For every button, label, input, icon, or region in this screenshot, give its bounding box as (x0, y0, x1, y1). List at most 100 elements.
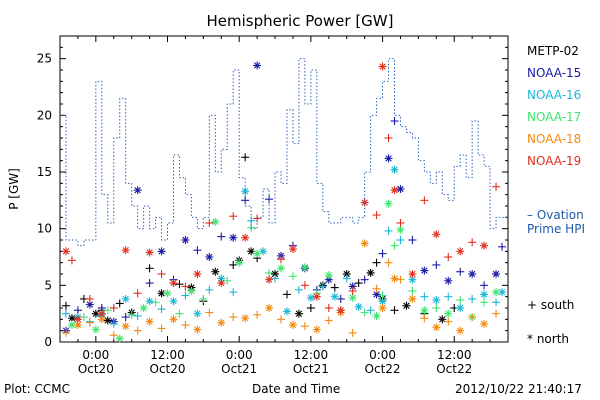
data-point-metp-02 (229, 260, 238, 269)
data-point-noaa-17 (384, 199, 393, 208)
data-point-noaa-16 (121, 294, 130, 303)
data-point-noaa-15 (133, 186, 142, 195)
data-point-metp-02 (103, 316, 112, 325)
data-point-noaa-18 (109, 331, 118, 340)
data-point-noaa-19 (67, 256, 76, 265)
data-point-noaa-18 (229, 313, 238, 322)
data-point-noaa-16 (271, 274, 280, 283)
data-point-noaa-19 (241, 233, 250, 242)
data-point-noaa-18 (217, 318, 226, 327)
data-point-noaa-17 (420, 306, 429, 315)
data-point-noaa-19 (468, 238, 477, 247)
data-point-noaa-15 (372, 290, 381, 299)
x-tick-time: 0:00 (369, 348, 396, 362)
data-point-noaa-18 (408, 294, 417, 303)
data-point-metp-02 (145, 264, 154, 273)
x-tick-date: Oct22 (365, 362, 401, 376)
data-point-noaa-17 (396, 225, 405, 234)
data-point-noaa-18 (348, 328, 357, 337)
chart-title: Hemispheric Power [GW] (206, 12, 394, 30)
data-point-noaa-16 (330, 292, 339, 301)
data-point-noaa-18 (384, 258, 393, 267)
ovation-step-line (60, 58, 508, 247)
data-point-metp-02 (67, 314, 76, 323)
data-point-noaa-15 (121, 313, 130, 322)
data-point-noaa-18 (253, 310, 262, 319)
x-tick-time: 0:00 (226, 348, 253, 362)
data-point-metp-02 (61, 301, 70, 310)
data-point-noaa-16 (354, 302, 363, 311)
data-point-noaa-19 (378, 62, 387, 71)
legend-item-noaa-15: NOAA-15 (527, 66, 582, 80)
data-point-noaa-19 (97, 309, 106, 318)
y-tick-label: 15 (37, 165, 52, 179)
ovation-legend: – Ovation Prime HPI (527, 208, 599, 236)
data-point-noaa-18 (456, 326, 465, 335)
data-point-noaa-16 (390, 165, 399, 174)
x-axis-title: Date and Time (252, 382, 341, 396)
x-tick-date: Oct21 (293, 362, 329, 376)
data-point-noaa-15 (396, 185, 405, 193)
data-point-noaa-15 (217, 232, 226, 241)
data-point-noaa-19 (265, 275, 274, 284)
data-point-noaa-18 (205, 308, 214, 317)
data-point-noaa-16 (366, 306, 375, 315)
data-point-noaa-19 (336, 306, 345, 315)
data-point-noaa-17 (492, 288, 501, 297)
data-point-noaa-16 (193, 309, 202, 318)
plot-frame (59, 35, 509, 343)
data-point-noaa-17 (253, 249, 262, 258)
data-point-metp-02 (306, 304, 315, 312)
data-point-noaa-19 (420, 196, 429, 205)
data-point-noaa-15 (498, 242, 507, 251)
data-point-noaa-19 (181, 282, 190, 291)
data-point-noaa-19 (288, 245, 297, 254)
data-point-noaa-18 (181, 321, 190, 329)
data-point-noaa-18 (372, 284, 381, 293)
data-point-noaa-15 (390, 117, 399, 125)
data-point-noaa-18 (480, 319, 489, 328)
data-point-noaa-19 (85, 294, 94, 303)
data-point-noaa-18 (468, 313, 477, 322)
data-point-noaa-15 (253, 61, 262, 70)
data-point-noaa-18 (360, 239, 369, 248)
data-point-noaa-18 (265, 304, 274, 312)
data-point-noaa-19 (348, 287, 357, 295)
data-point-noaa-19 (396, 219, 405, 227)
data-point-noaa-17 (408, 287, 417, 295)
x-tick-time: 12:00 (437, 348, 472, 362)
data-point-noaa-17 (127, 310, 136, 319)
data-point-noaa-15 (205, 253, 214, 261)
data-point-noaa-15 (360, 275, 369, 284)
x-tick-date: Oct22 (436, 362, 472, 376)
data-point-noaa-18 (61, 328, 70, 337)
data-point-noaa-15 (378, 249, 387, 258)
legend-item-noaa-18: NOAA-18 (527, 132, 582, 146)
data-point-noaa-19 (312, 292, 321, 301)
x-tick-time: 12:00 (294, 348, 329, 362)
data-point-noaa-16 (396, 236, 405, 244)
data-point-noaa-17 (151, 298, 160, 307)
data-point-noaa-17 (187, 287, 196, 295)
data-point-noaa-18 (312, 325, 321, 334)
data-point-metp-02 (241, 153, 250, 162)
data-point-noaa-16 (229, 288, 238, 297)
legend-item-metp-02: METP-02 (527, 44, 579, 58)
data-point-noaa-17 (288, 272, 297, 281)
data-point-metp-02 (294, 309, 303, 318)
data-point-noaa-16 (480, 290, 489, 299)
data-point-noaa-17 (163, 289, 172, 298)
data-point-noaa-15 (193, 246, 202, 255)
data-point-noaa-18 (432, 323, 441, 332)
data-point-noaa-17 (115, 334, 124, 343)
data-point-noaa-16 (145, 297, 154, 306)
data-point-noaa-17 (103, 306, 112, 315)
data-point-noaa-18 (241, 314, 250, 323)
data-point-noaa-19 (324, 304, 333, 312)
data-point-metp-02 (402, 301, 411, 310)
y-tick-label: 5 (44, 278, 52, 292)
y-tick-label: 10 (37, 222, 52, 236)
data-point-noaa-17 (324, 271, 333, 280)
data-point-metp-02 (115, 299, 124, 308)
data-point-noaa-19 (492, 182, 501, 191)
